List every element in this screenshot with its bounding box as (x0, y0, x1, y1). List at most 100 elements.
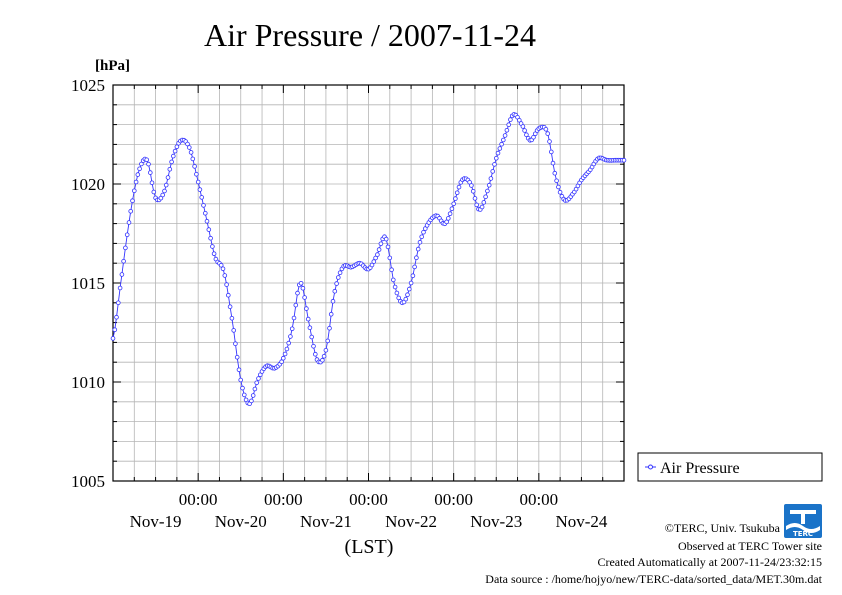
data-point (160, 192, 166, 198)
data-point (320, 357, 325, 363)
y-tick-label: 1005 (71, 472, 105, 491)
data-point (621, 157, 627, 163)
data-point (110, 336, 116, 341)
data-point (194, 172, 199, 177)
data-point (493, 156, 499, 161)
data-point (417, 239, 423, 245)
data-point (282, 351, 288, 357)
x-time-label: 00:00 (179, 490, 218, 509)
data-point (485, 188, 490, 194)
data-point (389, 267, 394, 273)
data-point (383, 236, 389, 242)
data-point (165, 175, 171, 180)
data-point (199, 195, 205, 200)
data-point (474, 202, 480, 208)
data-point (133, 179, 139, 185)
data-point (203, 211, 208, 216)
data-point (390, 277, 396, 283)
data-point (550, 160, 556, 166)
data-point (545, 131, 550, 136)
x-day-label: Nov-21 (300, 512, 352, 531)
data-point (192, 164, 197, 169)
data-point (144, 157, 150, 163)
data-point (445, 216, 451, 221)
x-time-labels: 00:00 00:00 00:00 00:00 00:00 (179, 490, 558, 509)
data-point (378, 241, 384, 247)
y-tick-label: 1010 (71, 373, 105, 392)
data-point (410, 273, 416, 279)
data-point (229, 315, 235, 321)
data-point (403, 296, 409, 302)
data-point (121, 258, 126, 264)
x-day-label: Nov-19 (130, 512, 182, 531)
data-point (557, 189, 563, 195)
logo-t-shape (790, 510, 816, 524)
x-time-label: 00:00 (264, 490, 303, 509)
data-point (132, 188, 137, 194)
y-axis-unit: [hPa] (95, 58, 130, 74)
data-point (211, 251, 217, 257)
data-point (369, 262, 375, 268)
data-point (151, 189, 157, 195)
data-point (524, 132, 529, 138)
data-point (280, 355, 286, 361)
data-point (307, 325, 313, 331)
data-point (130, 198, 135, 204)
data-point (412, 264, 417, 270)
data-point (169, 159, 174, 165)
data-point (116, 300, 121, 306)
series-air-pressure (110, 112, 627, 407)
data-point (548, 149, 554, 155)
data-point (385, 244, 391, 250)
data-point (305, 316, 311, 322)
data-point (295, 290, 300, 296)
terc-logo: TERC (784, 504, 822, 538)
data-point (444, 219, 449, 225)
x-time-label: 00:00 (349, 490, 388, 509)
data-point (335, 275, 341, 280)
x-time-label: 00:00 (434, 490, 473, 509)
data-point (323, 347, 329, 353)
data-point (162, 188, 167, 194)
data-point (286, 340, 292, 346)
data-point (210, 244, 215, 249)
data-point (148, 170, 153, 175)
data-point (242, 392, 247, 398)
data-point (408, 280, 414, 286)
data-point (114, 314, 119, 320)
data-point (226, 292, 231, 298)
data-point (337, 270, 343, 276)
data-point (249, 398, 254, 404)
data-point (240, 385, 245, 391)
data-point (394, 290, 400, 296)
data-point (227, 304, 233, 310)
data-point (371, 259, 377, 264)
footer-source: Data source : /home/hojyo/new/TERC-data/… (485, 572, 822, 586)
data-point (414, 255, 419, 261)
data-point (470, 189, 476, 194)
data-point (298, 280, 304, 286)
data-point (174, 144, 180, 150)
data-point (204, 218, 210, 224)
data-point (197, 187, 203, 192)
legend-marker (648, 464, 653, 470)
data-point (552, 170, 558, 176)
data-point (490, 169, 496, 174)
data-point (449, 206, 455, 212)
data-point (456, 184, 462, 190)
data-point (146, 161, 151, 167)
footer-copyright: ©TERC, Univ. Tsukuba (665, 521, 781, 535)
data-point (483, 194, 488, 200)
grid-lines (113, 85, 624, 481)
data-point (289, 326, 295, 332)
data-point (375, 252, 380, 257)
data-point (201, 203, 206, 208)
data-point (392, 284, 398, 290)
data-point (231, 328, 237, 333)
data-point (112, 327, 118, 333)
data-point (135, 172, 141, 177)
y-tick-label: 1025 (71, 76, 105, 95)
data-point (234, 354, 240, 360)
data-point (327, 325, 332, 331)
data-point (328, 311, 334, 317)
